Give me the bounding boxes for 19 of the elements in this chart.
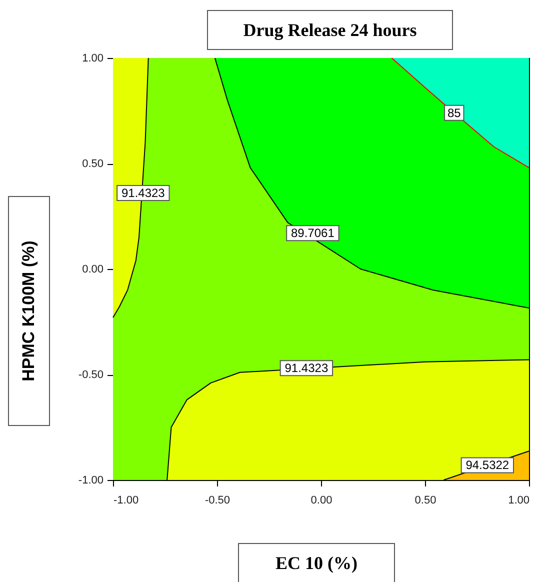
y-tick-label: 1.00 [82,52,104,64]
y-tick-label: -1.00 [78,474,104,486]
line-series [391,58,530,168]
x-tick-label: -1.00 [114,494,139,506]
x-tick-label: -0.50 [204,494,230,506]
annotation: 91.4323 [284,361,328,376]
annotation: 94.5322 [466,458,510,472]
x-tick-label: 0.00 [310,494,332,506]
chart-title: Drug Release 24 hours [207,10,453,50]
annotation: 85 [447,106,462,120]
x-tick-label: 1.00 [508,494,530,506]
y-tick-label: -0.50 [78,369,104,381]
x-axis-title: EC 10 (%) [238,543,395,582]
x-tick-label: 0.50 [414,494,436,506]
annotation: 89.7061 [290,226,335,240]
annotation: 91.4323 [121,186,166,200]
y-tick-label: 0.50 [82,158,104,170]
y-tick-label: 0.00 [82,264,104,276]
y-axis-title: HPMC K100M (%) [19,240,39,382]
